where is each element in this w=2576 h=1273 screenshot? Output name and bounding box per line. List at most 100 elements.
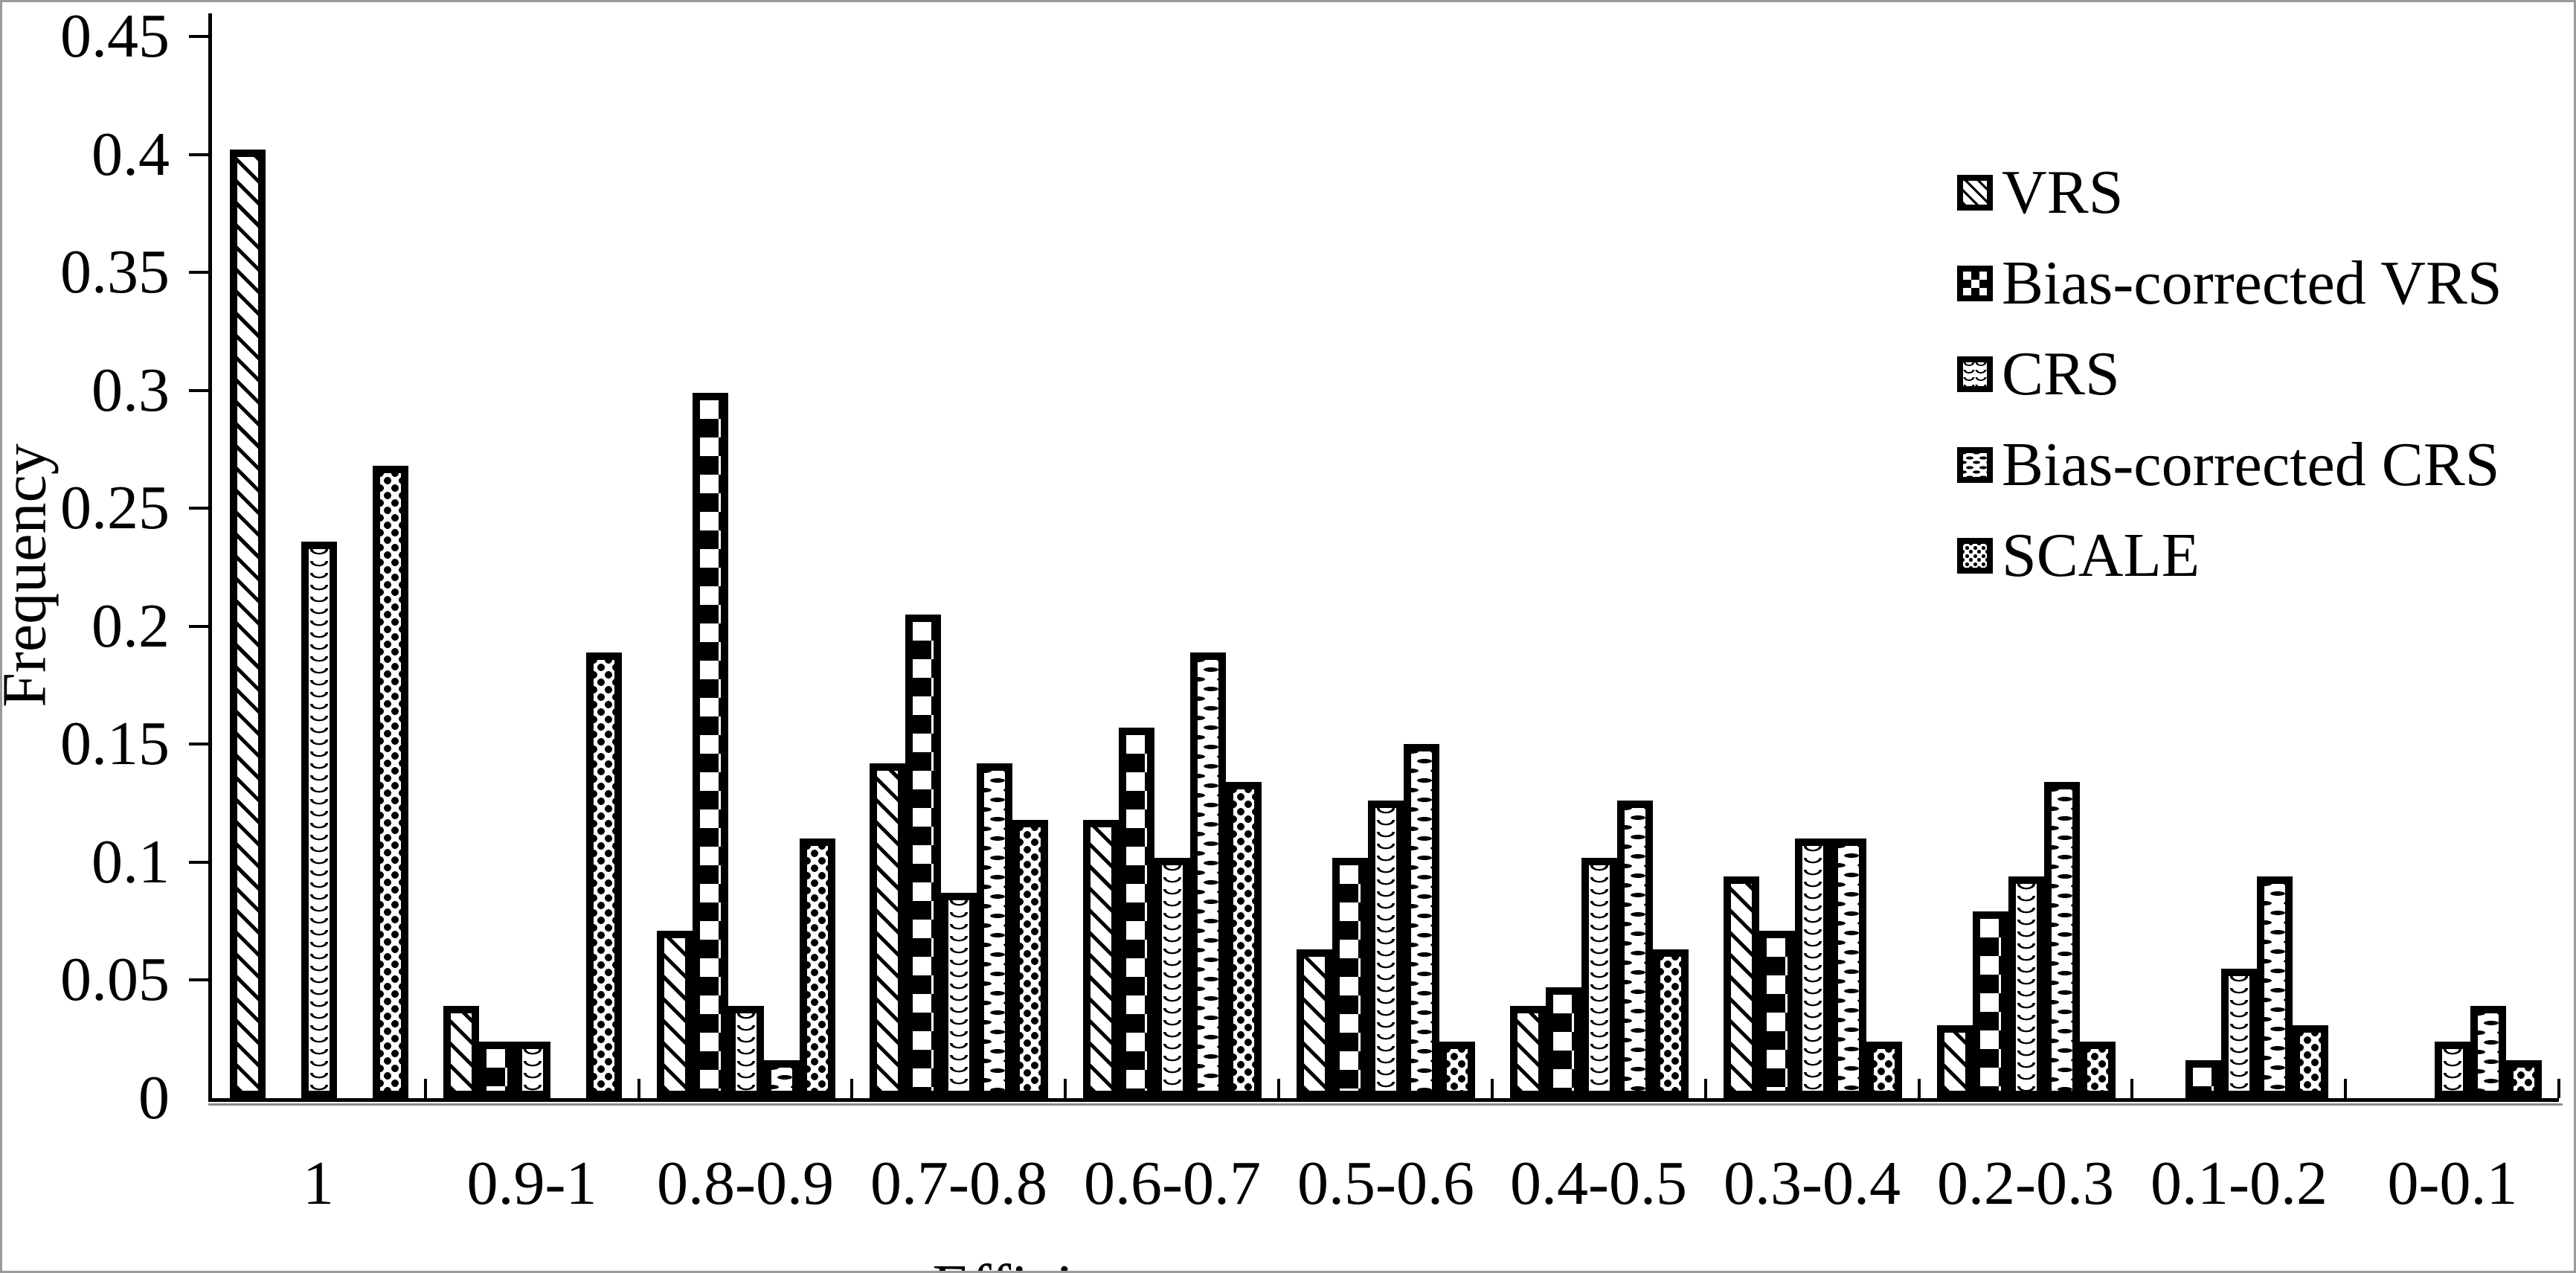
y-tick-0.25 xyxy=(189,507,208,510)
y-tick-label-0: 0 xyxy=(138,1063,170,1132)
y-tick-0.05 xyxy=(189,978,208,981)
bar-group-0.8-0.9 xyxy=(639,36,852,1098)
bar-crs-0.7-0.8 xyxy=(940,893,977,1098)
y-tick-label-0.3: 0.3 xyxy=(91,356,170,425)
bar-bias-corrected-crs-0.6-0.7 xyxy=(1189,652,1226,1098)
bar-scale-1 xyxy=(372,466,408,1098)
x-boundary-tick-4 xyxy=(1064,1079,1067,1098)
x-tick-label-0.4-0.5: 0.4-0.5 xyxy=(1510,1149,1687,1218)
y-axis-line xyxy=(208,13,212,1102)
legend-label: SCALE xyxy=(2002,521,2200,590)
bar-bias-corrected-vrs-0.1-0.2 xyxy=(2185,1060,2221,1098)
y-tick-0.35 xyxy=(189,271,208,274)
x-tick-label-0.1-0.2: 0.1-0.2 xyxy=(2151,1149,2328,1218)
bar-bias-corrected-crs-0.5-0.6 xyxy=(1403,744,1439,1098)
bar-vrs-0.6-0.7 xyxy=(1082,820,1119,1098)
bar-bias-corrected-vrs-0.2-0.3 xyxy=(1972,911,2008,1098)
bar-group-0.4-0.5 xyxy=(1492,36,1706,1098)
y-tick-0.45 xyxy=(189,35,208,38)
bar-bias-corrected-crs-0.1-0.2 xyxy=(2256,876,2293,1098)
legend-label: VRS xyxy=(2002,158,2124,227)
x-boundary-tick-8 xyxy=(1918,1079,1921,1098)
legend-item-bias-corrected-vrs: Bias-corrected VRS xyxy=(1957,252,2502,315)
bar-vrs-0.3-0.4 xyxy=(1723,876,1759,1098)
y-tick-label-0.35: 0.35 xyxy=(60,237,170,307)
bar-scale-0.6-0.7 xyxy=(1225,782,1262,1098)
bar-scale-0-0.1 xyxy=(2505,1060,2542,1098)
y-tick-0.1 xyxy=(189,861,208,864)
bar-vrs-0.2-0.3 xyxy=(1936,1025,1973,1098)
bar-crs-0.5-0.6 xyxy=(1367,801,1404,1098)
bar-crs-0.9-1 xyxy=(514,1042,550,1098)
x-tick-label-1: 1 xyxy=(303,1149,334,1218)
y-tick-label-0.2: 0.2 xyxy=(91,591,170,661)
y-tick-0.3 xyxy=(189,389,208,392)
x-boundary-tick-5 xyxy=(1277,1079,1280,1098)
bar-vrs-0.5-0.6 xyxy=(1296,949,1332,1098)
x-boundary-tick-9 xyxy=(2130,1079,2133,1098)
bar-bias-corrected-crs-0-0.1 xyxy=(2470,1006,2506,1098)
x-tick-label-0.2-0.3: 0.2-0.3 xyxy=(1937,1149,2114,1218)
bar-crs-0.6-0.7 xyxy=(1154,858,1190,1098)
y-tick-label-0.1: 0.1 xyxy=(91,827,170,897)
bar-scale-0.8-0.9 xyxy=(799,838,835,1098)
bccrs-pattern-swatch-icon xyxy=(1957,447,1993,483)
bar-group-1 xyxy=(212,36,425,1098)
bar-group-0.3-0.4 xyxy=(1706,36,1919,1098)
bar-crs-0-0.1 xyxy=(2434,1042,2470,1098)
legend-item-scale: SCALE xyxy=(1957,525,2502,587)
y-tick-label-0.45: 0.45 xyxy=(60,1,170,71)
bar-crs-0.4-0.5 xyxy=(1581,858,1617,1098)
bar-bias-corrected-vrs-0.9-1 xyxy=(478,1042,515,1098)
bar-bias-corrected-crs-0.8-0.9 xyxy=(763,1060,800,1098)
plot-area: 0.45 0.4 0.35 0.3 0.25 0.2 0.15 0.1 0.05 0 1 0.9-1… xyxy=(2,3,2563,1271)
bar-scale-0.1-0.2 xyxy=(2292,1025,2328,1098)
legend-item-crs: CRS xyxy=(1957,343,2502,405)
bar-bias-corrected-vrs-0.7-0.8 xyxy=(905,615,941,1098)
bar-bias-corrected-crs-0.4-0.5 xyxy=(1616,801,1653,1098)
bar-group-0.5-0.6 xyxy=(1279,36,1492,1098)
x-tick-label-0.7-0.8: 0.7-0.8 xyxy=(870,1149,1047,1218)
y-tick-label-0.4: 0.4 xyxy=(91,120,170,189)
bar-group-0-0.1 xyxy=(2345,36,2559,1098)
x-tick-label-0.9-1: 0.9-1 xyxy=(466,1149,597,1218)
bar-crs-0.1-0.2 xyxy=(2220,969,2257,1098)
y-tick-0.4 xyxy=(189,153,208,156)
y-tick-label-0.05: 0.05 xyxy=(60,945,170,1014)
bcvrs-pattern-swatch-icon xyxy=(1957,266,1993,301)
bar-crs-0.2-0.3 xyxy=(2008,876,2044,1098)
bar-vrs-0.8-0.9 xyxy=(656,931,693,1098)
bar-scale-0.5-0.6 xyxy=(1439,1042,1475,1098)
bar-scale-0.3-0.4 xyxy=(1866,1042,1902,1098)
bar-group-0.9-1 xyxy=(425,36,639,1098)
x-boundary-tick-1 xyxy=(424,1079,427,1098)
bar-bias-corrected-vrs-0.4-0.5 xyxy=(1545,987,1581,1098)
x-boundary-tick-6 xyxy=(1491,1079,1494,1098)
bar-bias-corrected-vrs-0.8-0.9 xyxy=(692,393,728,1098)
scale-pattern-swatch-icon xyxy=(1957,538,1993,574)
bar-vrs-0.7-0.8 xyxy=(869,763,905,1098)
bar-vrs-0.9-1 xyxy=(443,1006,479,1098)
x-tick-label-0.6-0.7: 0.6-0.7 xyxy=(1084,1149,1261,1218)
bar-crs-1 xyxy=(301,542,337,1098)
bar-group-0.1-0.2 xyxy=(2132,36,2345,1098)
x-tick-label-0-0.1: 0-0.1 xyxy=(2387,1149,2518,1218)
y-tick-0.15 xyxy=(189,743,208,745)
x-boundary-tick-2 xyxy=(637,1079,640,1098)
x-tick-label-0.8-0.9: 0.8-0.9 xyxy=(657,1149,834,1218)
x-axis-line xyxy=(208,1098,2559,1102)
y-tick-label-0.15: 0.15 xyxy=(60,709,170,778)
bar-scale-0.7-0.8 xyxy=(1012,820,1048,1098)
y-axis-title: Frequency xyxy=(0,443,60,708)
x-boundary-tick-3 xyxy=(850,1079,853,1098)
bar-bias-corrected-vrs-0.6-0.7 xyxy=(1118,728,1154,1098)
legend-label: CRS xyxy=(2002,339,2120,408)
bar-group-0.2-0.3 xyxy=(1919,36,2133,1098)
legend: VRS Bias-corrected VRS CRS Bias-corrected C… xyxy=(1957,161,2502,629)
x-tick-label-0.5-0.6: 0.5-0.6 xyxy=(1297,1149,1474,1218)
bar-bias-corrected-crs-0.7-0.8 xyxy=(976,763,1012,1098)
y-tick-0.2 xyxy=(189,625,208,628)
legend-item-vrs: VRS xyxy=(1957,161,2502,224)
bar-crs-0.8-0.9 xyxy=(727,1006,764,1098)
